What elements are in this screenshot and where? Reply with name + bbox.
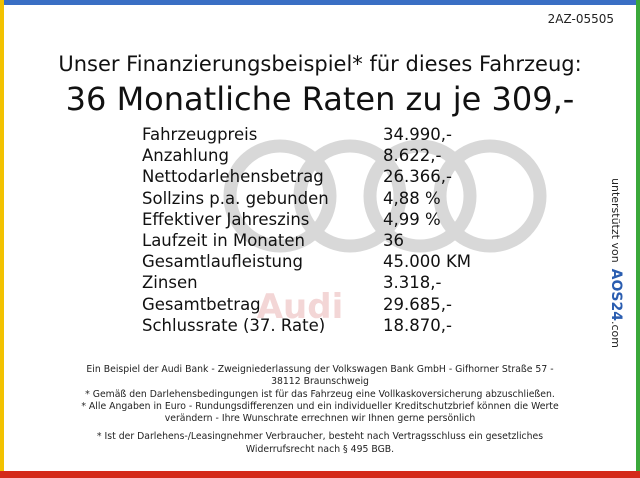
footer: Ein Beispiel der Audi Bank - Zweignieder… <box>40 364 600 456</box>
row-value: 4,99 % <box>383 209 441 229</box>
footer-line: verändern - Ihre Wunschrate errechnen wi… <box>164 413 476 425</box>
row-value: 34.990,- <box>383 125 452 144</box>
row-value: 18.870,- <box>383 315 452 335</box>
row-value: 45.000 KM <box>383 252 472 272</box>
row-label: Schlussrate (37. Rate) <box>142 315 326 335</box>
row-value: 26.366,- <box>383 167 452 187</box>
row-label: Sollzins p.a. gebunden <box>142 188 329 208</box>
sidebar-text: unterstützt vonAOS24.com <box>608 178 624 348</box>
row-label: Gesamtbetrag <box>142 294 261 314</box>
table-row: Sollzins p.a. gebunden 4,88 % <box>142 188 441 208</box>
top-bar <box>0 0 640 5</box>
footer-line: * Gemäß den Darlehensbedingungen ist für… <box>85 388 555 400</box>
subtitle: 36 Monatliche Raten zu je 309,- <box>65 80 575 118</box>
row-value: 8.622,- <box>383 146 442 166</box>
table-row: Nettodarlehensbetrag 26.366,- <box>142 167 452 187</box>
row-value: 4,88 % <box>383 188 441 208</box>
footer-line: Widerrufsrecht nach § 495 BGB. <box>245 443 395 455</box>
footer-line: * Alle Angaben in Euro - Rundungsdiffere… <box>81 400 559 412</box>
row-label: Effektiver Jahreszins <box>142 209 310 229</box>
watermark: Audi <box>257 287 344 327</box>
row-value: 36 <box>383 231 404 250</box>
bottom-bar <box>0 471 640 478</box>
row-label: Nettodarlehensbetrag <box>142 167 324 187</box>
row-label: Laufzeit in Monaten <box>142 231 305 250</box>
footer-line: Ein Beispiel der Audi Bank - Zweignieder… <box>86 364 554 375</box>
table-row: Zinsen 3.318,- <box>142 273 441 293</box>
left-bar <box>0 0 4 478</box>
table-row: Schlussrate (37. Rate) 18.870,- <box>142 315 452 335</box>
row-label: Anzahlung <box>142 146 229 166</box>
table-row: Gesamtlaufleistung 45.000 KM <box>142 252 471 272</box>
table-row: Anzahlung 8.622,- <box>142 146 441 166</box>
row-value: 29.685,- <box>383 294 452 314</box>
table-row: Effektiver Jahreszins 4,99 % <box>142 209 441 229</box>
row-label: Gesamtlaufleistung <box>142 252 303 272</box>
right-bar <box>636 0 640 478</box>
footer-line: 38112 Braunschweig <box>271 376 369 388</box>
row-label: Fahrzeugpreis <box>142 125 258 144</box>
table-row: Gesamtbetrag 29.685,- <box>142 294 452 314</box>
code: 2AZ-05505 <box>547 12 614 26</box>
table-row: Fahrzeugpreis 34.990,- <box>142 125 452 144</box>
row-label: Zinsen <box>142 273 198 293</box>
title: Unser Finanzierungsbeispiel* für dieses … <box>58 52 582 76</box>
table-row: Laufzeit in Monaten 36 <box>142 231 404 250</box>
audi-rings <box>223 139 547 253</box>
footer-line: * Ist der Darlehens-/Leasingnehmer Verbr… <box>96 431 544 443</box>
row-value: 3.318,- <box>383 273 442 293</box>
